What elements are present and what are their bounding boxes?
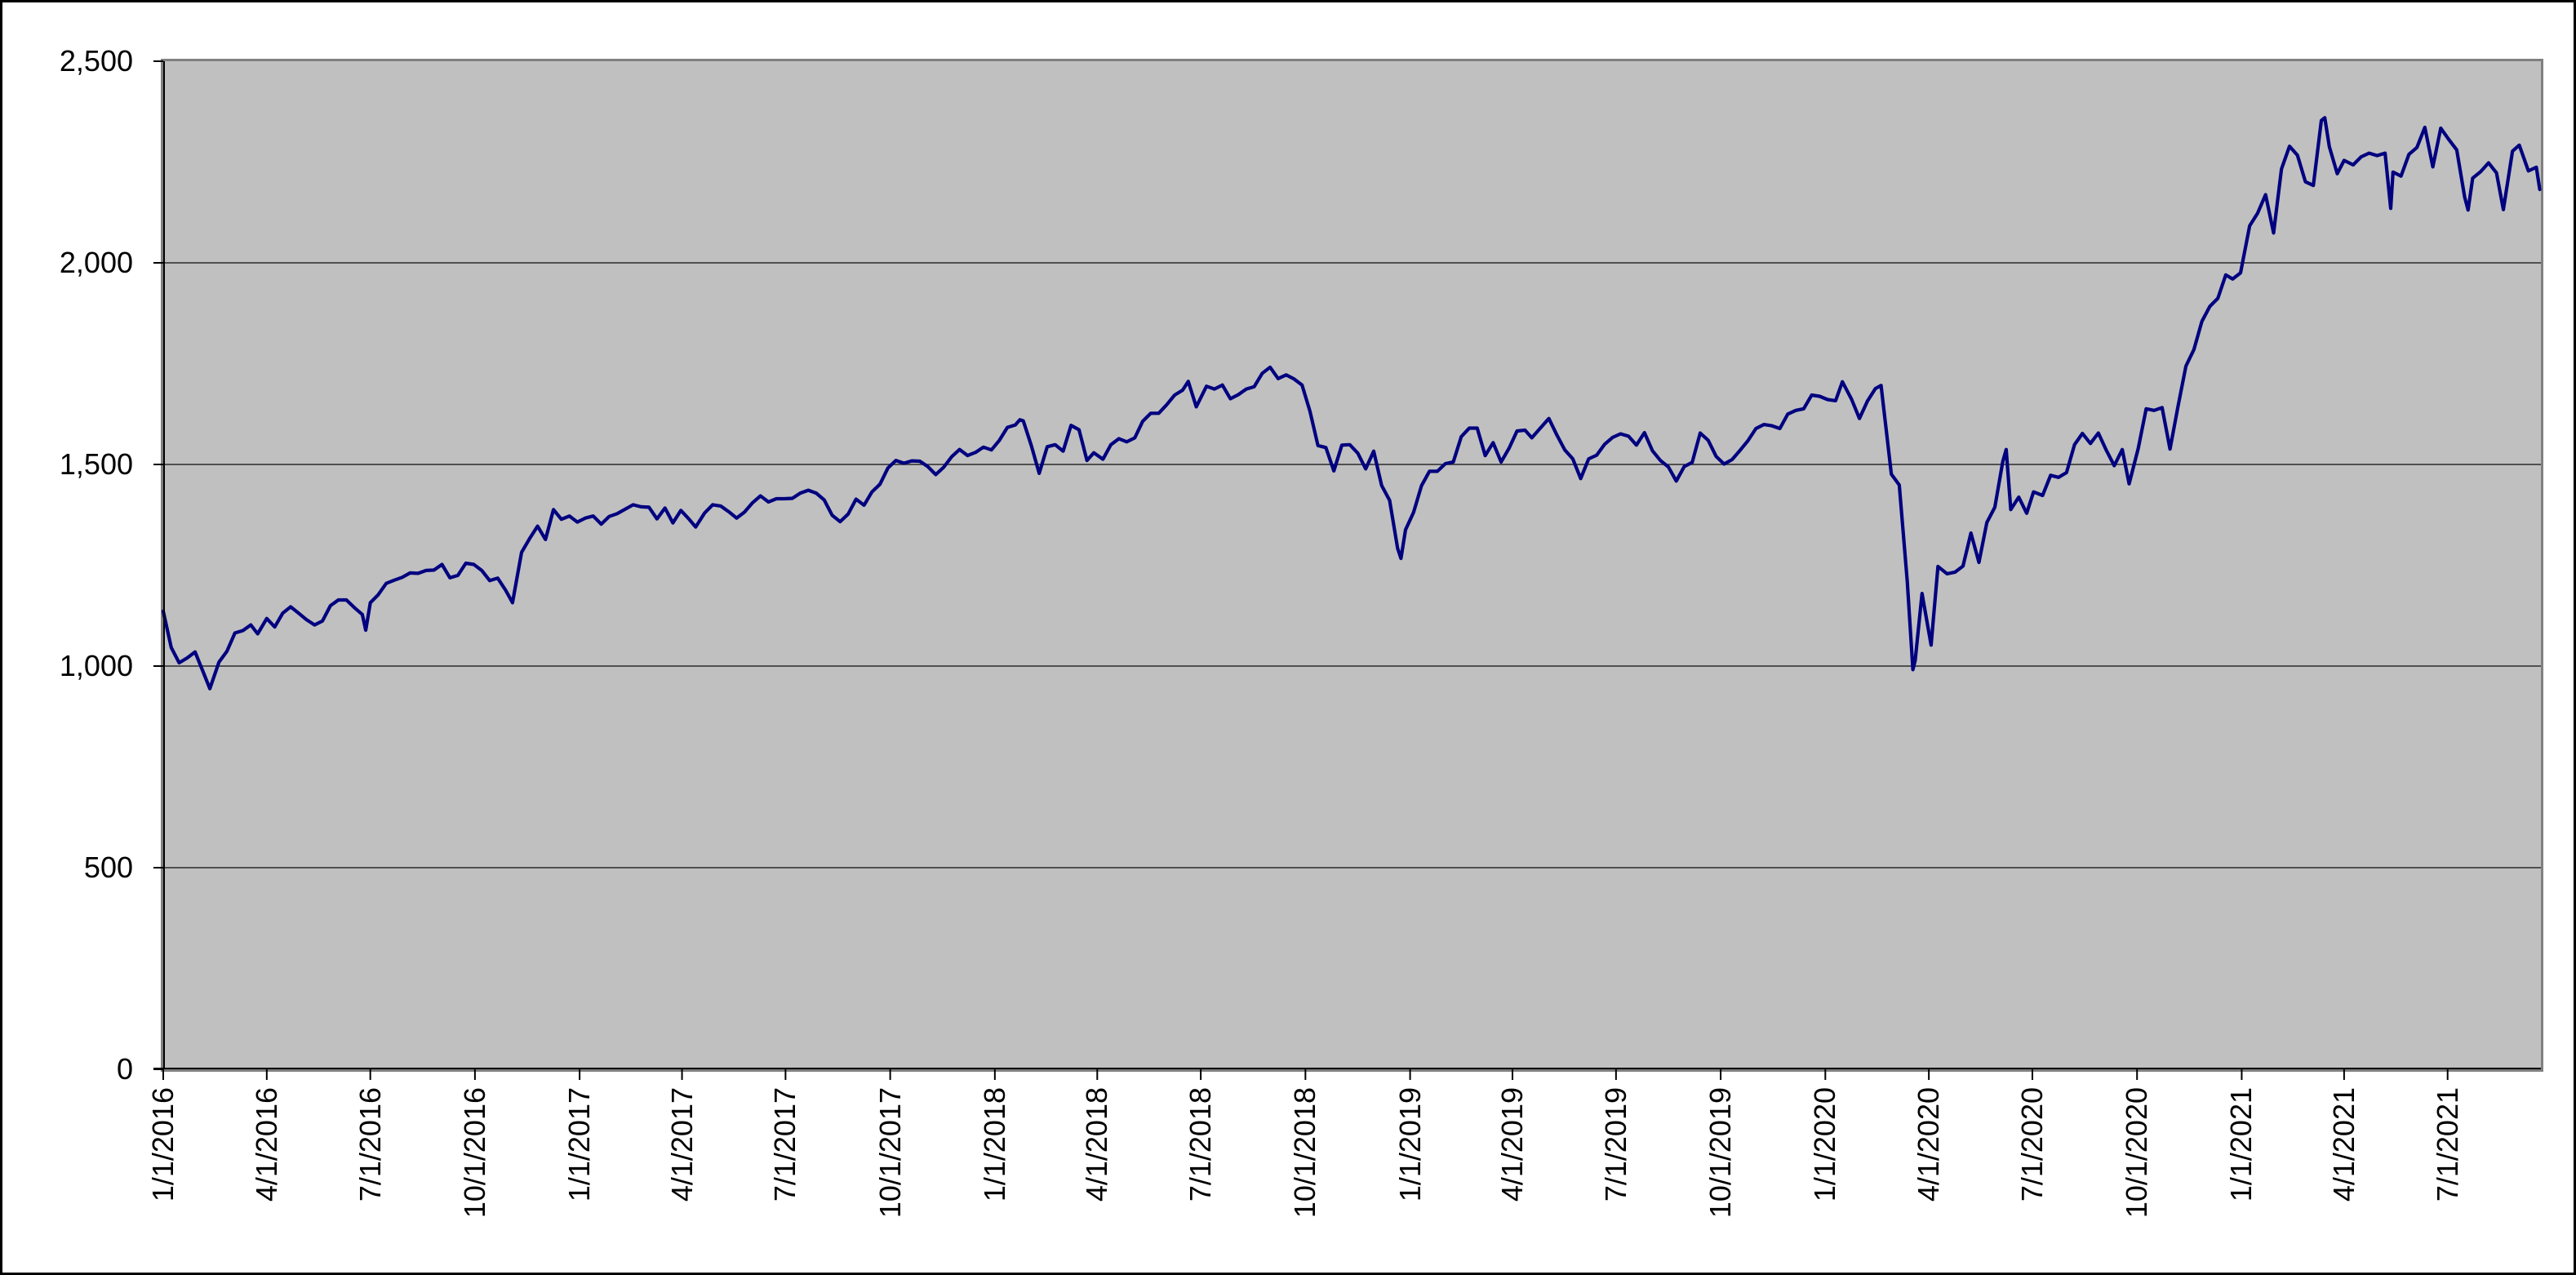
y-axis-label: 2,500	[59, 44, 133, 78]
x-axis-label: 1/1/2019	[1392, 1087, 1427, 1202]
x-axis-label: 1/1/2016	[146, 1087, 180, 1202]
x-axis-label: 10/1/2017	[873, 1087, 907, 1219]
y-axis-label: 2,000	[59, 246, 133, 279]
x-axis-label: 1/1/2017	[562, 1087, 597, 1202]
x-axis-label: 10/1/2020	[2120, 1087, 2154, 1219]
x-axis-label: 7/1/2016	[353, 1087, 387, 1202]
x-axis-label: 7/1/2017	[768, 1087, 802, 1202]
x-axis-label: 4/1/2018	[1080, 1087, 1114, 1202]
x-axis-label: 4/1/2021	[2326, 1087, 2361, 1202]
x-axis-label: 4/1/2019	[1495, 1087, 1530, 1202]
x-axis-label: 7/1/2019	[1598, 1087, 1632, 1202]
x-axis-label: 4/1/2020	[1912, 1087, 1946, 1202]
data-series-line	[161, 116, 2542, 691]
x-axis-label: 7/1/2021	[2430, 1087, 2464, 1202]
x-axis-label: 10/1/2016	[457, 1087, 491, 1219]
x-axis-label: 7/1/2020	[2014, 1087, 2049, 1202]
y-axis-label: 0	[116, 1052, 133, 1086]
plot-area	[161, 59, 2543, 1072]
y-axis-label: 1,500	[59, 447, 133, 481]
x-axis-label: 7/1/2018	[1184, 1087, 1218, 1202]
x-axis-label: 10/1/2019	[1703, 1087, 1738, 1219]
y-axis-label: 500	[83, 851, 133, 884]
x-axis-label: 1/1/2020	[1808, 1087, 1842, 1202]
x-axis-label: 1/1/2021	[2224, 1087, 2258, 1202]
x-axis-label: 4/1/2017	[664, 1087, 699, 1202]
chart-canvas	[153, 60, 2542, 1080]
x-axis-label: 10/1/2018	[1288, 1087, 1322, 1219]
x-axis-label: 1/1/2018	[977, 1087, 1011, 1202]
y-axis-label: 1,000	[59, 649, 133, 682]
x-axis-label: 4/1/2016	[249, 1087, 283, 1202]
